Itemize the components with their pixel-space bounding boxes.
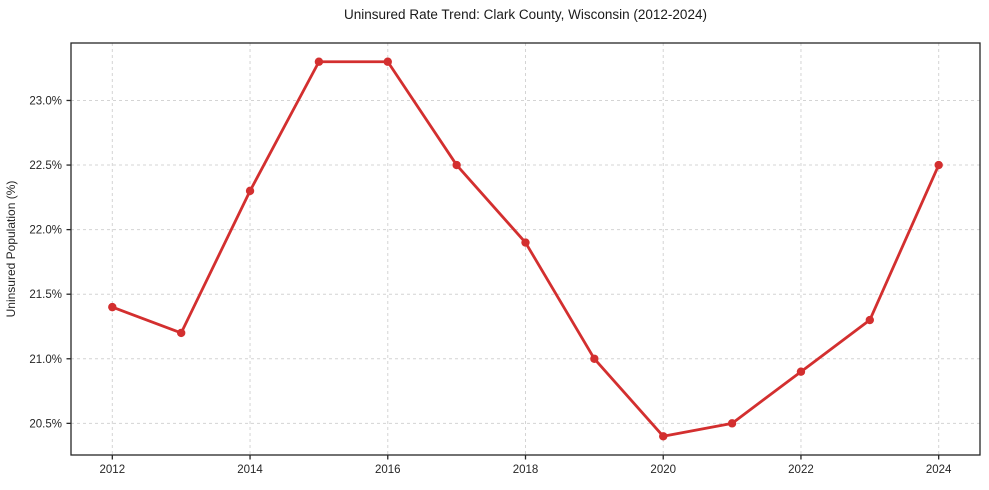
- y-tick-label: 20.5%: [29, 418, 62, 430]
- data-point: [108, 302, 117, 312]
- y-tick-label: 21.5%: [29, 289, 62, 301]
- data-point: [383, 57, 392, 66]
- x-tick-label: 2024: [926, 464, 952, 476]
- x-tick-label: 2018: [513, 464, 539, 476]
- data-point: [176, 328, 186, 338]
- x-tick-label: 2020: [650, 464, 676, 476]
- data-point: [521, 238, 530, 247]
- y-tick-label: 22.0%: [29, 225, 62, 237]
- data-point: [590, 354, 599, 363]
- data-point: [865, 315, 875, 325]
- data-point: [314, 57, 324, 66]
- x-tick-label: 2014: [237, 464, 263, 476]
- y-tick-label: 21.0%: [29, 354, 62, 366]
- y-axis-label: Uninsured Population (%): [4, 181, 18, 318]
- y-tick-label: 23.0%: [29, 95, 62, 107]
- data-point: [452, 160, 461, 170]
- x-tick-label: 2012: [100, 464, 126, 476]
- data-point: [727, 419, 737, 428]
- data-point: [659, 432, 668, 441]
- x-tick-label: 2016: [375, 464, 401, 476]
- data-point: [245, 186, 255, 196]
- y-tick-label: 22.5%: [29, 160, 62, 172]
- data-point: [934, 160, 943, 170]
- x-tick-label: 2022: [788, 464, 814, 476]
- chart-title: Uninsured Rate Trend: Clark County, Wisc…: [344, 7, 707, 22]
- data-point: [796, 367, 806, 376]
